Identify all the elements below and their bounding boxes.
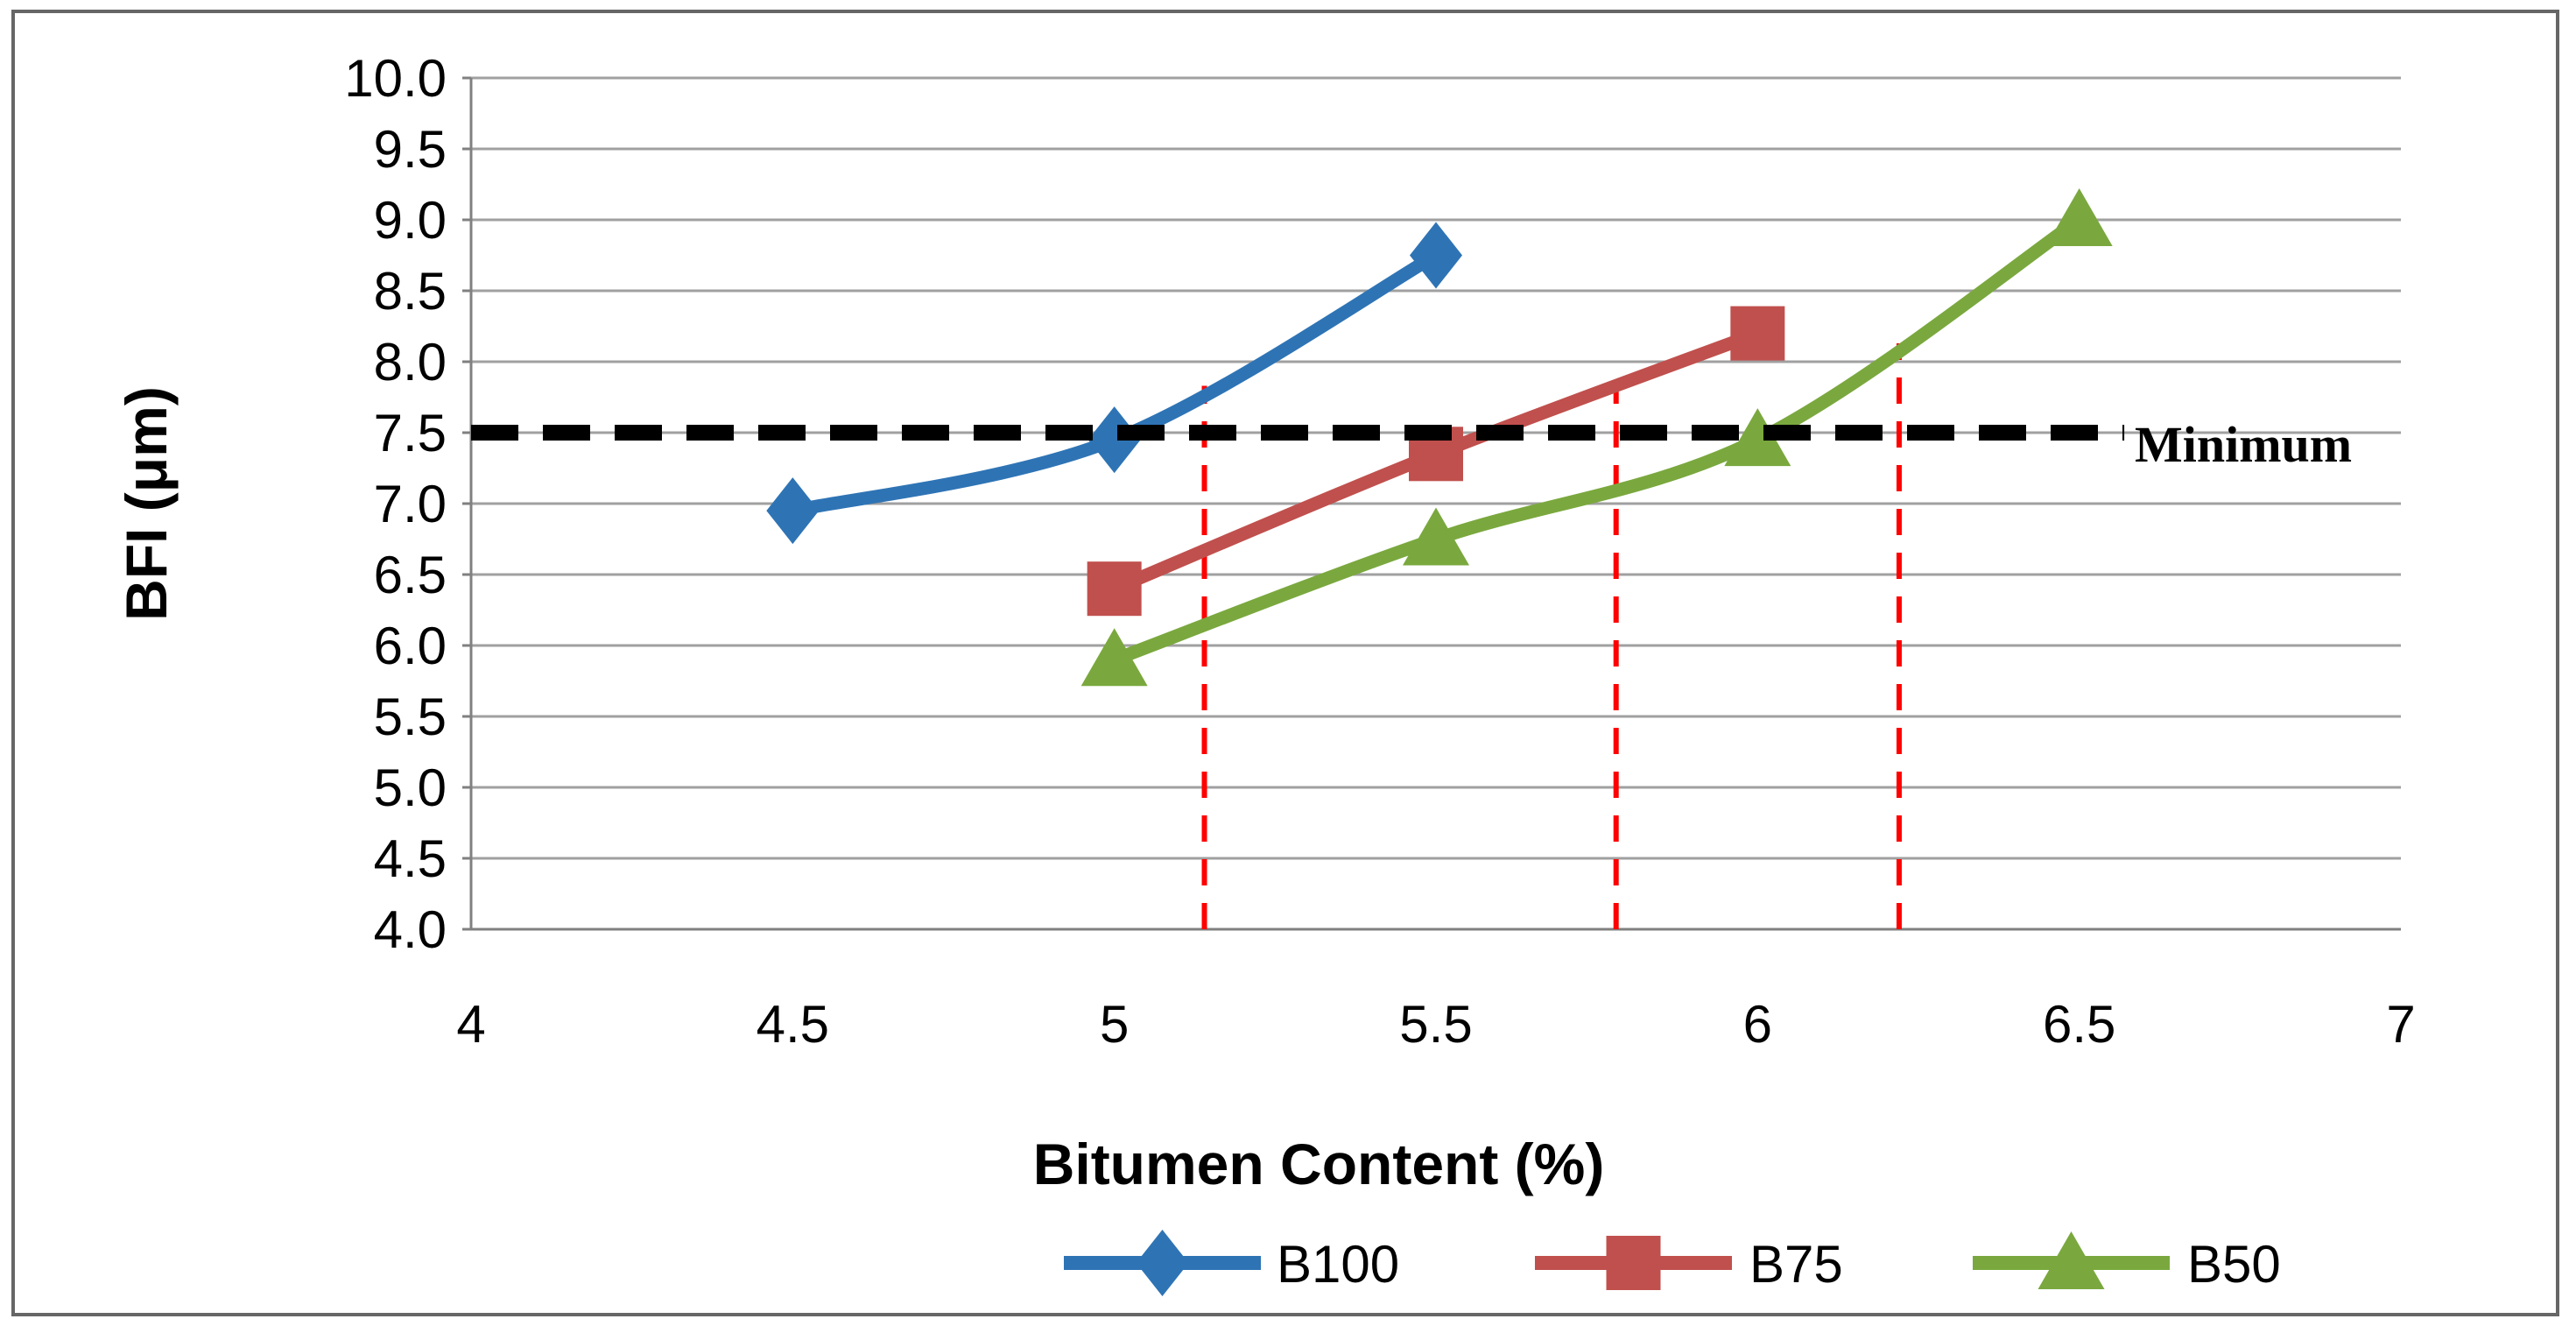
y-axis-title: BFI (μm) xyxy=(114,386,179,621)
triangle-marker xyxy=(1080,628,1148,687)
y-tick-label: 9.0 xyxy=(374,191,447,250)
x-tick-label: 5 xyxy=(1100,995,1129,1054)
legend-marker-square xyxy=(1535,1236,1732,1290)
series-b75 xyxy=(1087,306,1785,617)
y-tick-label: 6.0 xyxy=(374,617,447,675)
y-tick-label: 7.5 xyxy=(374,404,447,462)
triangle-marker xyxy=(2045,188,2113,246)
y-tick-label: 6.5 xyxy=(374,546,447,604)
y-tick-label: 5.0 xyxy=(374,758,447,817)
diamond-marker xyxy=(1136,1230,1189,1296)
x-tick-label: 6 xyxy=(1743,995,1772,1054)
y-tick-label: 9.5 xyxy=(374,120,447,179)
diamond-marker xyxy=(1410,222,1462,289)
y-tick-label: 8.0 xyxy=(374,333,447,391)
x-tick-label: 4 xyxy=(456,995,485,1054)
x-tick-label: 6.5 xyxy=(2043,995,2115,1054)
x-tick-label: 7 xyxy=(2386,995,2415,1054)
x-tick-labels: 4 4.5 5 5.5 6 6.5 7 xyxy=(456,995,2415,1054)
data-series xyxy=(766,188,2113,687)
figure-border xyxy=(11,10,2559,1316)
legend-label-b75: B75 xyxy=(1749,1235,1843,1294)
legend: B100 B75 B50 xyxy=(1064,1230,2281,1296)
y-tick-label: 10.0 xyxy=(344,49,447,108)
y-tick-label: 4.0 xyxy=(374,900,447,959)
square-marker xyxy=(1730,306,1785,361)
diamond-marker xyxy=(1087,406,1141,474)
y-tick-labels: 4.0 4.5 5.0 5.5 6.0 6.5 7.0 7.5 8.0 8.5 9.0 9.5 10.0 xyxy=(344,49,447,959)
triangle-marker xyxy=(1403,507,1469,566)
diamond-marker xyxy=(766,477,820,545)
y-tick-label: 4.5 xyxy=(374,829,447,888)
gridlines xyxy=(471,76,2401,931)
y-tick-label: 8.5 xyxy=(374,262,447,321)
square-marker xyxy=(1087,561,1142,617)
y-tick-label: 7.0 xyxy=(374,475,447,533)
legend-label-b100: B100 xyxy=(1277,1235,1399,1294)
legend-item-b75: B75 xyxy=(1535,1235,1843,1294)
series-line xyxy=(1108,213,2087,667)
optimum-indicator-lines xyxy=(1201,342,1902,929)
x-axis-title: Bitumen Content (%) xyxy=(1033,1132,1605,1196)
y-tick-label: 5.5 xyxy=(374,688,447,746)
minimum-line-label: Minimum xyxy=(2135,416,2352,473)
legend-item-b100: B100 xyxy=(1064,1230,1399,1296)
legend-item-b50: B50 xyxy=(1973,1231,2281,1294)
series-b100 xyxy=(766,222,1462,545)
legend-marker-triangle xyxy=(1973,1231,2170,1289)
x-tick-label: 5.5 xyxy=(1399,995,1472,1054)
square-marker xyxy=(1606,1236,1661,1290)
legend-marker-diamond xyxy=(1064,1230,1261,1296)
triangle-marker xyxy=(1724,408,1791,467)
x-tick-label: 4.5 xyxy=(757,995,829,1054)
series-b50 xyxy=(1080,188,2113,687)
legend-label-b50: B50 xyxy=(2187,1235,2281,1294)
triangle-marker xyxy=(2038,1231,2105,1289)
axes xyxy=(462,76,2401,931)
